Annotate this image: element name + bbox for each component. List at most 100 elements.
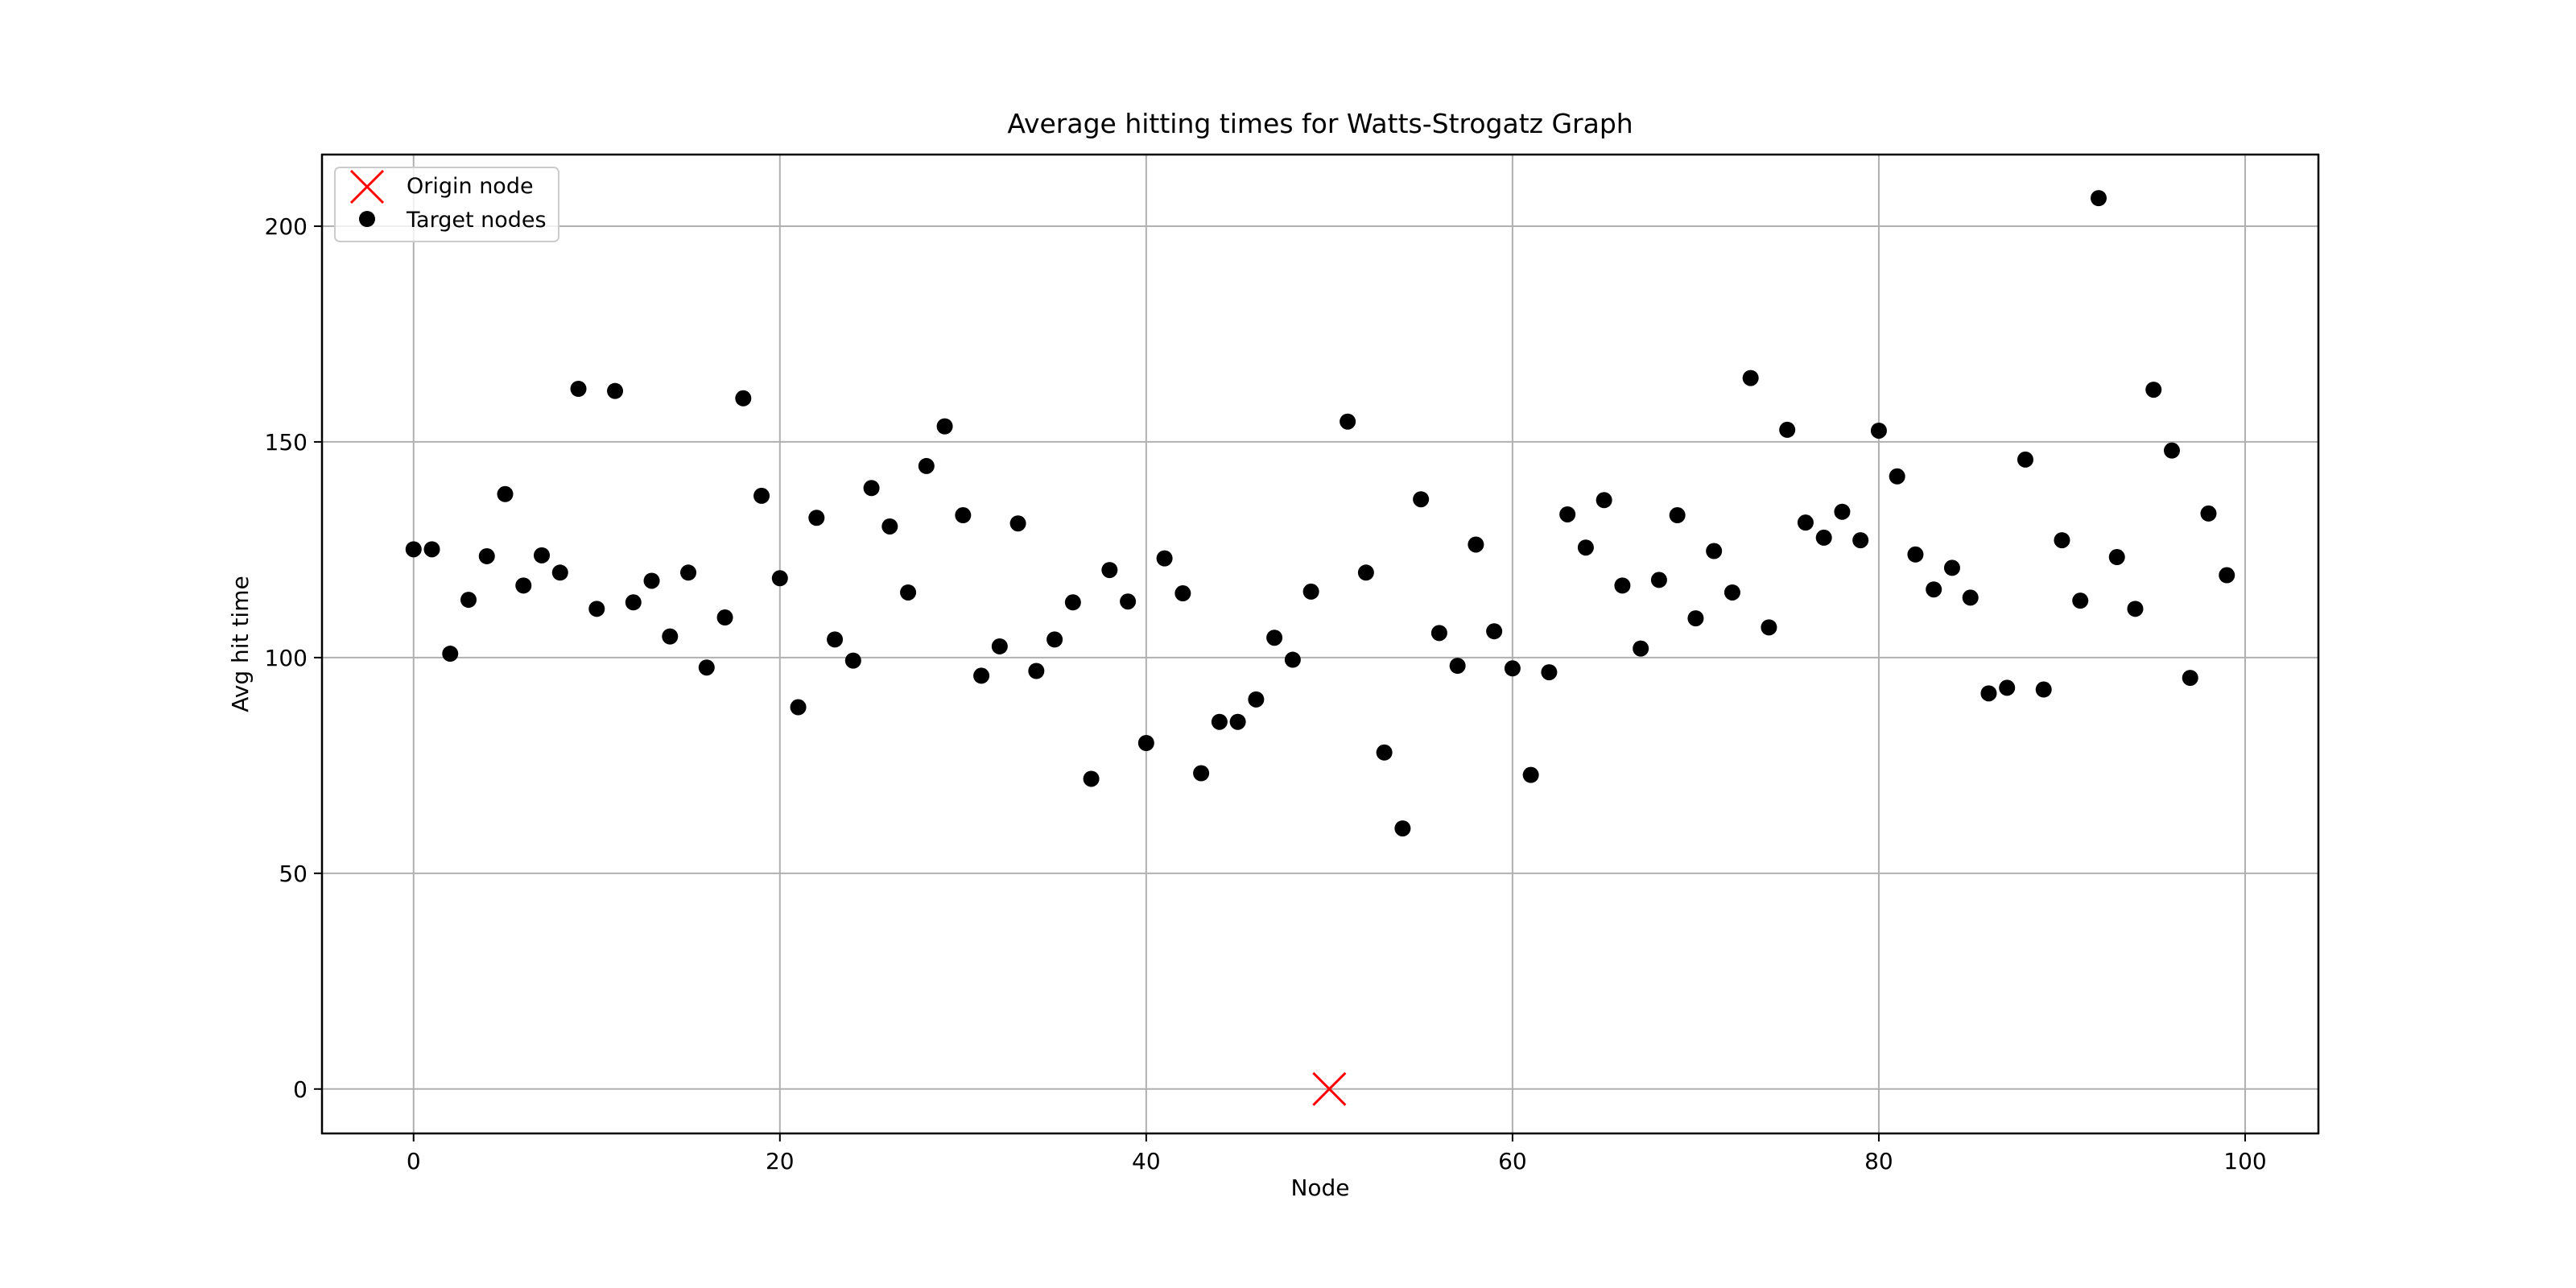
- x-tick-label: 80: [1864, 1148, 1893, 1174]
- target-node-point: [1248, 691, 1265, 708]
- y-tick-label: 200: [265, 213, 308, 240]
- target-node-point: [863, 480, 880, 497]
- legend-box: [334, 167, 559, 242]
- x-tick-label: 100: [2223, 1148, 2266, 1174]
- target-node-point: [1156, 550, 1173, 567]
- data-points: [405, 190, 2235, 1106]
- target-node-point: [2163, 442, 2180, 459]
- legend-label-origin: Origin node: [407, 174, 534, 199]
- target-node-point: [2017, 451, 2033, 468]
- target-node-point: [423, 541, 440, 558]
- target-node-point: [1779, 421, 1796, 438]
- target-node-point: [1742, 369, 1759, 386]
- target-node-point: [1211, 713, 1228, 730]
- target-node-point: [1449, 658, 1466, 675]
- target-node-point: [1101, 562, 1118, 579]
- grid-lines: [322, 155, 2318, 1133]
- target-node-point: [753, 487, 770, 504]
- target-node-point: [1009, 515, 1026, 532]
- target-node-point: [1687, 610, 1704, 627]
- target-node-point: [1980, 685, 1997, 702]
- target-node-point: [1120, 593, 1137, 610]
- x-tick-label: 40: [1132, 1148, 1161, 1174]
- target-node-point: [2035, 681, 2052, 698]
- target-node-point: [442, 646, 459, 663]
- target-node-point: [1797, 514, 1814, 531]
- target-node-point: [698, 659, 715, 676]
- target-node-point: [680, 564, 697, 581]
- target-node-point: [2182, 670, 2198, 687]
- target-node-point: [607, 382, 624, 399]
- target-node-point: [827, 631, 844, 648]
- target-node-point: [1468, 536, 1484, 553]
- target-node-point: [588, 601, 605, 617]
- target-node-point: [1486, 623, 1503, 640]
- target-node-point: [570, 381, 587, 398]
- target-node-point: [1028, 663, 1045, 679]
- target-node-point: [1614, 577, 1631, 594]
- target-node-point: [2127, 601, 2144, 617]
- target-node-point: [716, 609, 733, 626]
- target-node-point: [1284, 651, 1301, 668]
- target-node-point: [936, 418, 953, 435]
- target-node-point: [1064, 594, 1081, 611]
- target-node-point: [955, 507, 972, 524]
- target-node-point: [1541, 664, 1558, 681]
- legend-target-marker: [359, 211, 375, 227]
- target-node-point: [1761, 619, 1777, 636]
- target-node-point: [1669, 507, 1686, 524]
- target-node-point: [1650, 572, 1667, 588]
- x-axis-label: Node: [1290, 1174, 1349, 1201]
- target-node-point: [534, 547, 551, 564]
- target-node-point: [515, 577, 532, 594]
- target-node-point: [1852, 532, 1869, 549]
- target-node-point: [1413, 491, 1430, 508]
- y-tick-label: 50: [279, 861, 308, 887]
- x-tick-label: 0: [407, 1148, 421, 1174]
- target-node-point: [808, 510, 825, 526]
- target-node-point: [1266, 630, 1283, 646]
- target-node-point: [1174, 585, 1191, 602]
- target-node-point: [1559, 506, 1576, 522]
- x-tick-label: 20: [766, 1148, 795, 1174]
- target-node-point: [1907, 546, 1924, 563]
- target-node-point: [1870, 422, 1887, 439]
- axis-ticks: 0 20 40 60 80 100 0 50 100 150 200: [265, 213, 2267, 1174]
- y-tick-label: 100: [265, 645, 308, 671]
- target-node-point: [918, 457, 935, 474]
- target-node-point: [460, 592, 477, 609]
- target-node-point: [1999, 679, 2016, 696]
- target-node-point: [1504, 660, 1521, 677]
- origin-node-marker: [1312, 1071, 1347, 1106]
- target-node-point: [1340, 413, 1356, 430]
- target-node-point: [2200, 505, 2217, 522]
- target-node-point: [1706, 543, 1723, 559]
- target-node-point: [1577, 539, 1594, 556]
- y-axis-label: Avg hit time: [227, 576, 254, 712]
- target-node-point: [790, 699, 807, 716]
- target-node-point: [1889, 468, 1905, 485]
- legend-origin-marker: [349, 169, 385, 204]
- target-node-point: [1193, 765, 1210, 782]
- chart-title: Average hitting times for Watts-Strogatz…: [1007, 108, 1633, 139]
- y-tick-label: 0: [293, 1076, 308, 1103]
- origin-marker-stroke: [1312, 1071, 1347, 1106]
- target-node-point: [2072, 592, 2089, 609]
- target-node-point: [1522, 766, 1539, 783]
- target-node-point: [1943, 559, 1960, 576]
- legend-label-target: Target nodes: [406, 208, 547, 233]
- target-node-point: [844, 652, 861, 669]
- target-node-point: [735, 390, 752, 407]
- target-node-point: [2145, 382, 2162, 398]
- target-node-point: [1834, 503, 1851, 520]
- target-node-point: [973, 667, 990, 684]
- target-node-point: [2054, 532, 2070, 549]
- target-node-point: [1596, 492, 1612, 509]
- target-node-point: [881, 518, 898, 535]
- target-node-point: [551, 564, 568, 581]
- target-node-point: [478, 547, 495, 564]
- target-node-point: [643, 572, 660, 589]
- plot-frame: [320, 153, 2320, 1135]
- target-node-point: [900, 584, 917, 601]
- target-node-point: [1046, 631, 1063, 648]
